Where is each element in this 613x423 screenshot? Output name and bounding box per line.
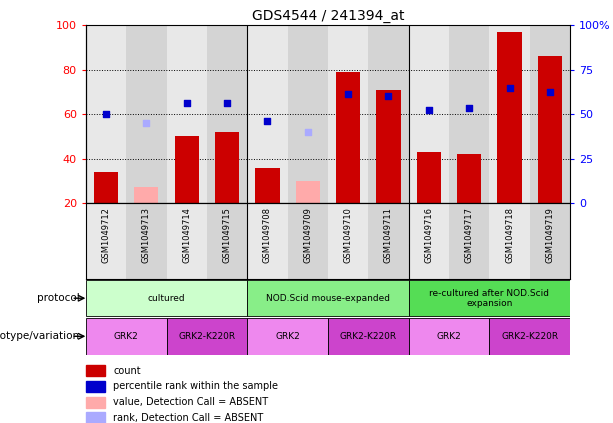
Text: GSM1049709: GSM1049709 <box>303 207 312 263</box>
Point <box>343 91 353 98</box>
Bar <box>126 25 167 203</box>
Point <box>101 111 111 118</box>
Text: GRK2: GRK2 <box>275 332 300 341</box>
Text: GRK2-K220R: GRK2-K220R <box>178 332 235 341</box>
Text: cultured: cultured <box>148 294 185 303</box>
Point <box>545 89 555 96</box>
Point <box>424 107 434 113</box>
Bar <box>287 203 328 279</box>
Bar <box>530 203 570 279</box>
Bar <box>167 203 207 279</box>
Bar <box>134 187 159 203</box>
Bar <box>489 203 530 279</box>
Bar <box>94 172 118 203</box>
FancyBboxPatch shape <box>86 365 105 376</box>
Text: GRK2: GRK2 <box>436 332 462 341</box>
Bar <box>409 203 449 279</box>
FancyBboxPatch shape <box>86 381 105 392</box>
Text: GSM1049712: GSM1049712 <box>102 207 110 263</box>
Text: count: count <box>113 365 141 376</box>
Text: GRK2-K220R: GRK2-K220R <box>340 332 397 341</box>
Point <box>303 129 313 135</box>
Bar <box>376 90 401 203</box>
Bar <box>207 25 247 203</box>
Bar <box>457 154 481 203</box>
FancyBboxPatch shape <box>328 318 409 354</box>
FancyBboxPatch shape <box>409 280 570 316</box>
Bar <box>86 25 126 203</box>
Text: genotype/variation: genotype/variation <box>0 331 80 341</box>
Bar <box>247 203 287 279</box>
Bar <box>295 181 320 203</box>
FancyBboxPatch shape <box>86 318 167 354</box>
FancyBboxPatch shape <box>489 318 570 354</box>
Text: NOD.Scid mouse-expanded: NOD.Scid mouse-expanded <box>266 294 390 303</box>
Text: percentile rank within the sample: percentile rank within the sample <box>113 382 278 391</box>
Bar <box>498 32 522 203</box>
Title: GDS4544 / 241394_at: GDS4544 / 241394_at <box>252 9 404 23</box>
Text: GRK2: GRK2 <box>114 332 139 341</box>
Text: rank, Detection Call = ABSENT: rank, Detection Call = ABSENT <box>113 413 264 423</box>
Point <box>384 93 394 100</box>
Text: GSM1049717: GSM1049717 <box>465 207 474 263</box>
Text: GSM1049715: GSM1049715 <box>223 207 232 263</box>
Bar <box>86 203 126 279</box>
Bar <box>247 25 287 203</box>
Point <box>142 120 151 126</box>
Bar <box>215 132 239 203</box>
Point <box>182 100 192 107</box>
Bar <box>126 203 167 279</box>
Text: protocol: protocol <box>37 293 80 303</box>
Bar <box>328 25 368 203</box>
Point <box>222 100 232 107</box>
Text: GSM1049714: GSM1049714 <box>182 207 191 263</box>
Bar <box>167 25 207 203</box>
FancyBboxPatch shape <box>86 412 105 423</box>
Bar <box>368 25 409 203</box>
Bar <box>207 203 247 279</box>
FancyBboxPatch shape <box>86 397 105 408</box>
Text: GSM1049718: GSM1049718 <box>505 207 514 263</box>
Text: GSM1049708: GSM1049708 <box>263 207 272 263</box>
Text: GSM1049710: GSM1049710 <box>344 207 352 263</box>
Bar <box>489 25 530 203</box>
FancyBboxPatch shape <box>167 318 247 354</box>
Bar <box>409 25 449 203</box>
FancyBboxPatch shape <box>86 280 247 316</box>
Text: value, Detection Call = ABSENT: value, Detection Call = ABSENT <box>113 397 268 407</box>
Bar <box>368 203 409 279</box>
Bar <box>287 25 328 203</box>
Text: GSM1049711: GSM1049711 <box>384 207 393 263</box>
Point <box>262 118 272 124</box>
FancyBboxPatch shape <box>247 280 409 316</box>
Text: GSM1049713: GSM1049713 <box>142 207 151 263</box>
FancyBboxPatch shape <box>247 318 328 354</box>
Bar <box>449 25 489 203</box>
Bar <box>417 152 441 203</box>
Text: re-cultured after NOD.Scid
expansion: re-cultured after NOD.Scid expansion <box>429 288 549 308</box>
Text: GRK2-K220R: GRK2-K220R <box>501 332 558 341</box>
Bar <box>336 72 360 203</box>
Bar <box>538 57 562 203</box>
Point <box>464 104 474 111</box>
Text: GSM1049719: GSM1049719 <box>546 207 554 263</box>
Bar <box>256 168 280 203</box>
Bar <box>530 25 570 203</box>
Point <box>504 84 514 91</box>
Bar <box>449 203 489 279</box>
Bar <box>328 203 368 279</box>
Bar <box>175 136 199 203</box>
Text: GSM1049716: GSM1049716 <box>424 207 433 263</box>
FancyBboxPatch shape <box>409 318 489 354</box>
